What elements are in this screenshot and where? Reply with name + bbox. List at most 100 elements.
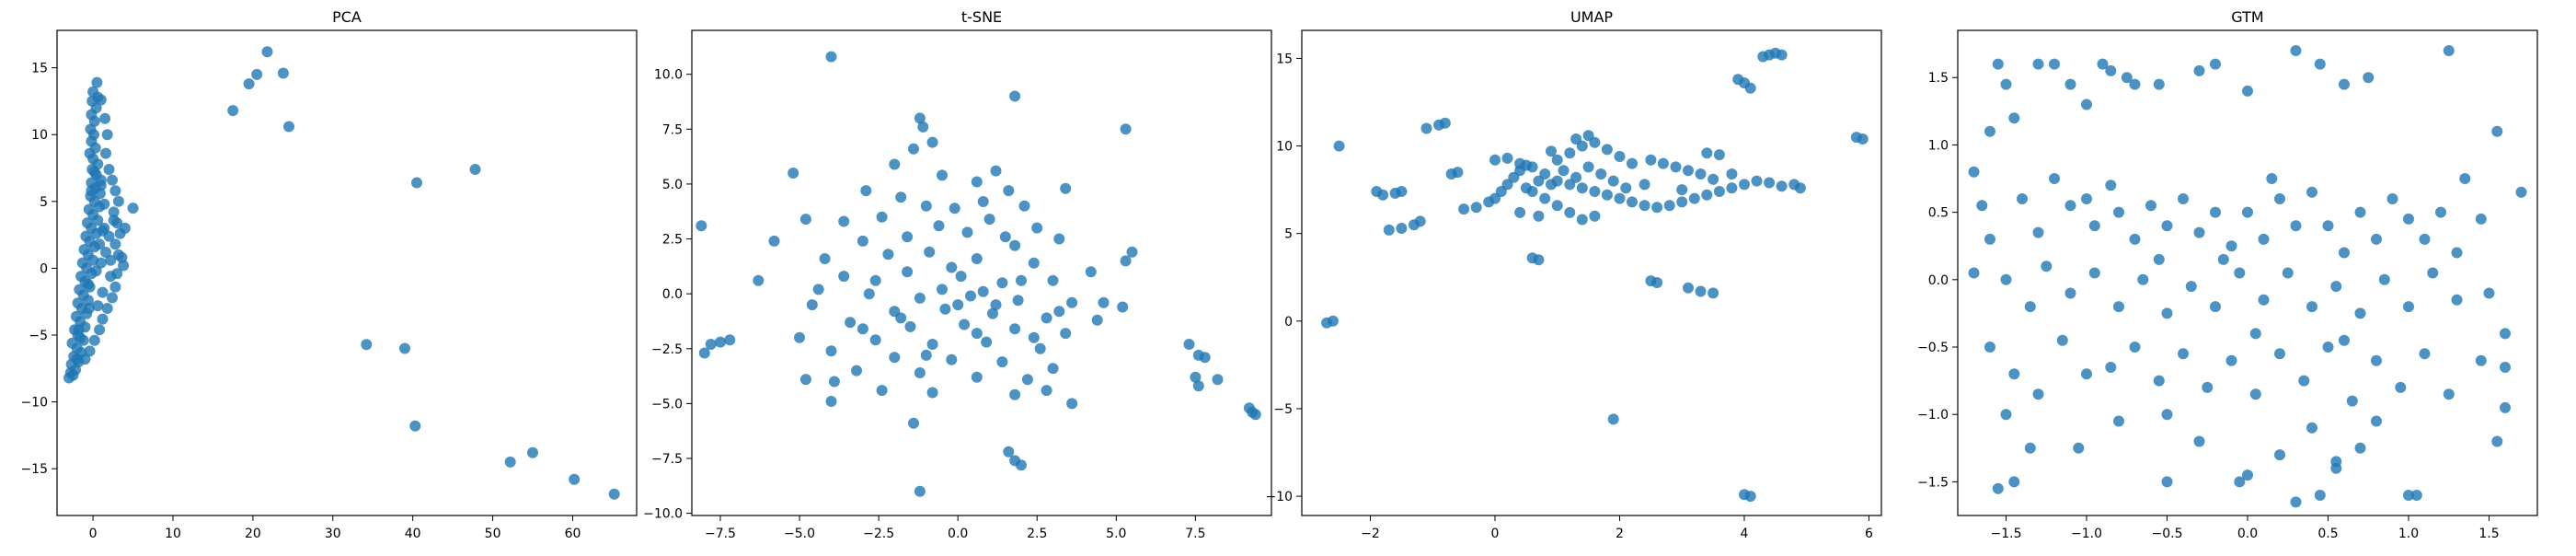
scatter-point bbox=[2475, 354, 2487, 366]
scatter-point bbox=[2081, 368, 2092, 380]
scatter-point bbox=[2249, 388, 2261, 400]
scatter-point bbox=[2032, 388, 2044, 400]
scatter-point bbox=[902, 266, 914, 278]
x-tick-label: −0.5 bbox=[2152, 527, 2183, 541]
y-tick-label: −2.5 bbox=[651, 342, 683, 357]
y-tick-label: −15 bbox=[20, 462, 48, 477]
y-tick-label: 0 bbox=[40, 261, 48, 276]
scatter-point bbox=[838, 215, 850, 227]
scatter-point bbox=[1091, 314, 1103, 326]
scatter-point bbox=[990, 299, 1002, 311]
scatter-point bbox=[1663, 200, 1675, 212]
x-tick-label: 0.0 bbox=[948, 527, 968, 541]
scatter-point bbox=[914, 485, 926, 497]
scatter-point bbox=[277, 67, 289, 79]
scatter-point bbox=[1645, 154, 1657, 166]
scatter-point bbox=[84, 345, 96, 357]
x-tick-label: −2 bbox=[1361, 527, 1380, 541]
y-tick-label: 0.0 bbox=[1928, 273, 1949, 288]
scatter-point bbox=[1713, 149, 1725, 161]
scatter-point bbox=[977, 285, 989, 297]
scatter-point bbox=[1414, 215, 1426, 227]
scatter-point bbox=[1739, 179, 1750, 191]
scatter-point bbox=[1582, 130, 1594, 142]
scatter-point bbox=[990, 165, 1002, 177]
scatter-point bbox=[361, 339, 373, 351]
scatter-point bbox=[2178, 193, 2189, 204]
scatter-point bbox=[2443, 45, 2455, 56]
scatter-point bbox=[2032, 226, 2044, 238]
scatter-point bbox=[904, 320, 916, 332]
scatter-point bbox=[2274, 348, 2285, 360]
scatter-point bbox=[2225, 240, 2237, 252]
scatter-point bbox=[2008, 112, 2020, 124]
scatter-point bbox=[83, 303, 95, 314]
scatter-point bbox=[1564, 147, 1576, 159]
scatter-point bbox=[261, 46, 273, 58]
scatter-point bbox=[86, 177, 98, 189]
scatter-point bbox=[939, 303, 951, 315]
scatter-point bbox=[2258, 294, 2270, 306]
scatter-point bbox=[2210, 58, 2221, 70]
scatter-point bbox=[2225, 354, 2237, 366]
scatter-point bbox=[2153, 78, 2165, 90]
x-tick-label: 2 bbox=[1616, 527, 1624, 541]
scatter-point bbox=[2290, 45, 2302, 56]
scatter-point bbox=[1066, 296, 1078, 308]
scatter-point bbox=[2049, 173, 2060, 184]
scatter-point bbox=[933, 220, 945, 232]
scatter-point bbox=[2161, 409, 2173, 421]
scatter-point bbox=[608, 488, 620, 500]
scatter-point bbox=[1708, 173, 1719, 185]
scatter-point bbox=[1570, 171, 1582, 183]
scatter-point bbox=[2178, 348, 2189, 360]
y-tick-label: 5 bbox=[1284, 227, 1293, 242]
x-tick-label: −5.0 bbox=[784, 527, 815, 541]
scatter-point bbox=[1794, 182, 1806, 194]
scatter-point bbox=[2097, 58, 2109, 70]
scatter-point bbox=[75, 331, 86, 343]
scatter-point bbox=[889, 158, 901, 170]
scatter-point bbox=[1190, 371, 1202, 383]
y-tick-label: −7.5 bbox=[651, 452, 683, 467]
scatter-point bbox=[283, 121, 294, 133]
scatter-point bbox=[569, 473, 581, 485]
scatter-point bbox=[1383, 224, 1395, 236]
scatter-point bbox=[1126, 246, 1138, 258]
scatter-point bbox=[2403, 490, 2414, 501]
scatter-point bbox=[99, 112, 111, 124]
scatter-point bbox=[2105, 362, 2117, 373]
scatter-point bbox=[2073, 442, 2085, 454]
axes-frame bbox=[1301, 29, 1882, 516]
scatter-point bbox=[2500, 328, 2511, 340]
scatter-point bbox=[108, 206, 120, 218]
scatter-point bbox=[1098, 296, 1110, 308]
scatter-points bbox=[63, 46, 620, 500]
scatter-point bbox=[981, 336, 993, 348]
chart-title: t-SNE bbox=[961, 8, 1002, 26]
scatter-point bbox=[825, 51, 837, 63]
scatter-point bbox=[2427, 267, 2439, 279]
scatter-point bbox=[845, 317, 857, 329]
scatter-point bbox=[1183, 339, 1195, 350]
scatter-point bbox=[2242, 469, 2253, 481]
scatter-point bbox=[955, 271, 967, 283]
scatter-point bbox=[2339, 78, 2350, 90]
scatter-point bbox=[2000, 409, 2012, 421]
scatter-point bbox=[1695, 285, 1707, 297]
scatter-point bbox=[1028, 257, 1040, 269]
scatter-point bbox=[753, 274, 765, 286]
scatter-point bbox=[1627, 157, 1638, 169]
scatter-point bbox=[2306, 186, 2317, 198]
scatter-point bbox=[1018, 200, 1030, 212]
scatter-point bbox=[1601, 189, 1613, 201]
scatter-point bbox=[908, 143, 919, 155]
scatter-point bbox=[2459, 173, 2471, 184]
scatter-point bbox=[243, 78, 255, 90]
scatter-point bbox=[109, 185, 121, 197]
scatter-point bbox=[971, 176, 983, 188]
axes-frame bbox=[691, 29, 1272, 516]
scatter-point bbox=[825, 396, 837, 407]
scatter-point bbox=[1776, 180, 1788, 192]
scatter-point bbox=[2008, 476, 2020, 488]
